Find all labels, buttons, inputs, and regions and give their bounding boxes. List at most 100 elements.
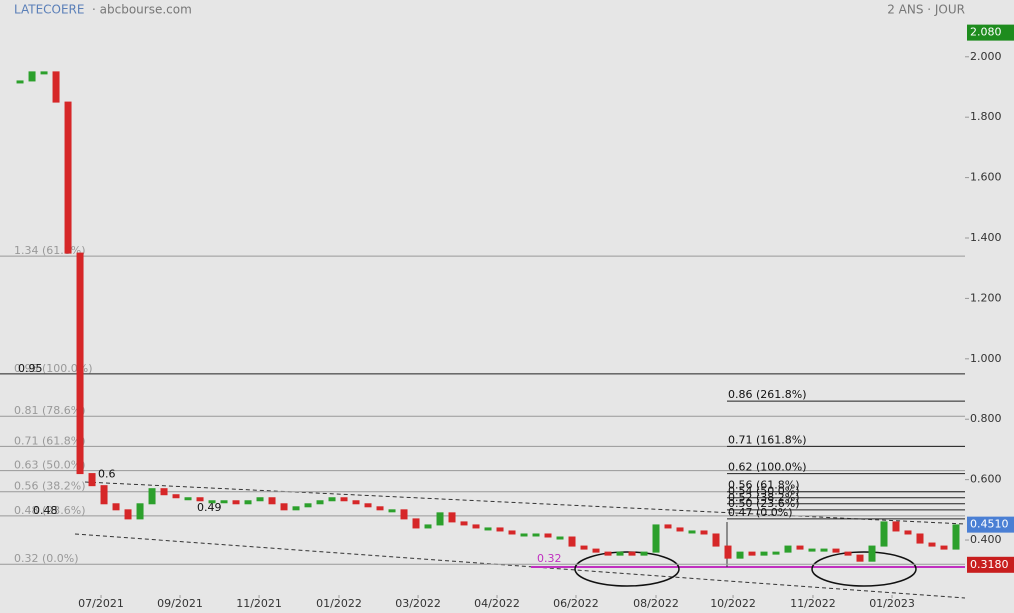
candle — [460, 521, 468, 526]
candle — [904, 530, 912, 535]
candle — [652, 524, 660, 553]
candle — [748, 551, 756, 556]
fib-label: 0.32 (0.0%) — [14, 552, 79, 565]
candle — [796, 545, 804, 550]
candle — [664, 524, 672, 529]
candle — [916, 533, 924, 544]
y-tick-label: 1.400 — [970, 231, 1002, 244]
candle — [412, 518, 420, 529]
y-tick-label: 1.200 — [970, 291, 1002, 304]
x-tick-label: 11/2021 — [236, 597, 282, 610]
candle — [700, 530, 708, 535]
candle — [16, 80, 24, 84]
fib-label: 0.56 (38.2%) — [14, 480, 86, 493]
candle — [28, 71, 36, 82]
candle — [148, 488, 156, 505]
candle — [496, 527, 504, 532]
x-tick-label: 08/2022 — [633, 597, 679, 610]
candle — [760, 551, 768, 556]
candle — [832, 548, 840, 553]
level-label: 0.95 — [18, 362, 43, 375]
candle — [364, 503, 372, 508]
candle — [424, 524, 432, 529]
fib-label: 0.62 (100.0%) — [728, 461, 807, 474]
x-tick-label: 04/2022 — [474, 597, 520, 610]
candle — [436, 512, 444, 526]
candle — [232, 500, 240, 505]
candle — [508, 530, 516, 535]
level-label: 0.48 — [33, 504, 58, 517]
candle — [352, 500, 360, 505]
candle — [40, 71, 48, 75]
price-tag — [967, 556, 1014, 573]
chart-subtitle: · abcbourse.com — [92, 3, 192, 17]
candle — [184, 497, 192, 501]
candle — [736, 551, 744, 559]
candle — [520, 533, 528, 537]
candle — [136, 503, 144, 520]
candle — [820, 548, 828, 552]
trend-line — [74, 533, 966, 599]
candle — [268, 497, 276, 505]
candle — [640, 551, 648, 556]
x-tick-label: 01/2022 — [316, 597, 362, 610]
candle — [340, 497, 348, 502]
candle — [688, 530, 696, 534]
fib-label: 0.71 (61.8%) — [14, 434, 86, 447]
price-tag-label: 0.4510 — [970, 518, 1009, 531]
candle — [124, 509, 132, 520]
fib-label: 0.47 (0.0%) — [728, 506, 793, 519]
candle — [484, 527, 492, 531]
x-tick-label: 09/2021 — [157, 597, 203, 610]
fib-label: 1.34 (61.8%) — [14, 244, 86, 257]
candle — [196, 497, 204, 502]
fib-label: 0.71 (161.8%) — [728, 433, 807, 446]
chart-title: LATECOERE — [14, 3, 84, 17]
fib-label: 0.48 (23.6%) — [14, 504, 86, 517]
candle — [580, 545, 588, 550]
candle — [856, 554, 864, 562]
candle — [472, 524, 480, 529]
candle — [628, 551, 636, 556]
candle — [376, 506, 384, 511]
candle — [952, 524, 960, 550]
candle — [208, 500, 216, 504]
y-tick-label: 1.600 — [970, 171, 1002, 184]
candle — [292, 506, 300, 511]
candle — [112, 503, 120, 511]
candle — [868, 545, 876, 562]
candle — [304, 503, 312, 508]
candle — [256, 497, 264, 502]
x-tick-label: 01/2023 — [869, 597, 915, 610]
candle — [52, 71, 60, 103]
candle — [676, 527, 684, 532]
candle — [556, 536, 564, 540]
fib-label: 0.56 (61.8%) — [728, 479, 800, 492]
candle — [172, 494, 180, 499]
candle — [808, 548, 816, 552]
candle — [844, 551, 852, 556]
fib-label: 0.52 (38.2%) — [728, 491, 800, 504]
candle — [220, 500, 228, 504]
candle — [280, 503, 288, 511]
period: 2 ANS · JOUR — [887, 3, 965, 17]
fib-label: 0.54 (50.0%) — [728, 485, 800, 498]
level-label: 0.32 — [537, 552, 562, 565]
candle — [724, 545, 732, 559]
y-tick-label: 2.000 — [970, 50, 1002, 63]
x-tick-label: 10/2022 — [710, 597, 756, 610]
y-tick-label: 0.600 — [970, 473, 1002, 486]
candle — [544, 533, 552, 538]
candle — [592, 548, 600, 553]
price-tag-label: 0.3180 — [970, 558, 1009, 571]
x-tick-label: 03/2022 — [395, 597, 441, 610]
ellipse — [574, 551, 680, 587]
price-tag-label: 2.080 — [970, 26, 1002, 39]
candle — [448, 512, 456, 523]
candle — [328, 497, 336, 502]
candle — [88, 473, 96, 487]
candle — [160, 488, 168, 496]
y-tick-label: 0.800 — [970, 412, 1002, 425]
ellipse — [811, 551, 917, 587]
